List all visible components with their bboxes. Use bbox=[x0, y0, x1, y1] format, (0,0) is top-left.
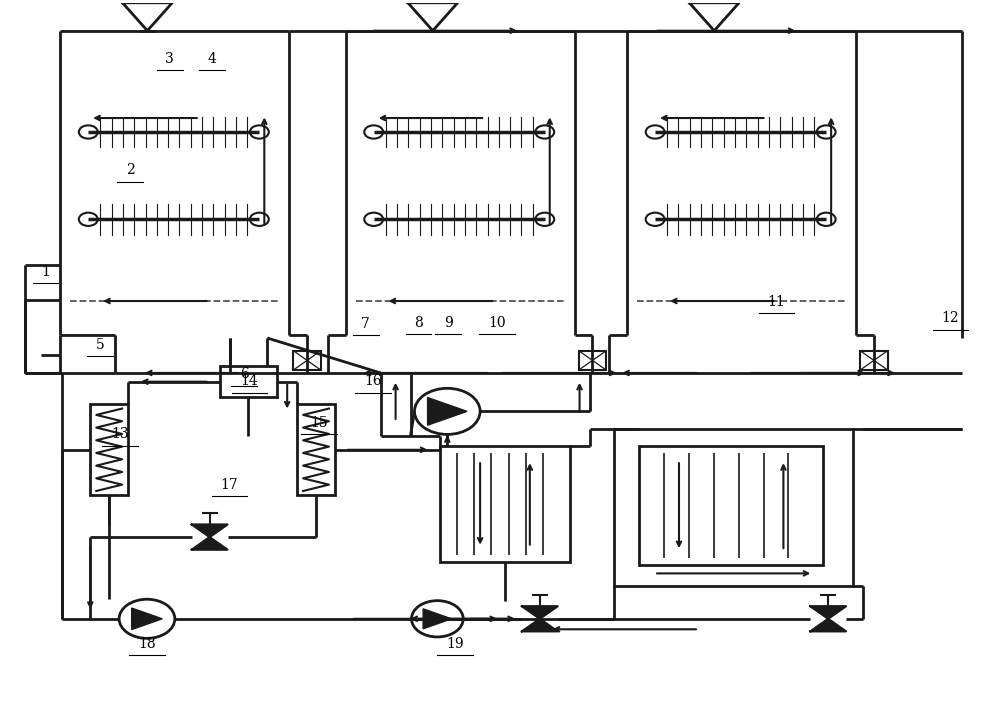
Text: 5: 5 bbox=[96, 338, 105, 352]
Text: 4: 4 bbox=[207, 51, 216, 65]
Text: 11: 11 bbox=[768, 295, 785, 309]
Text: 17: 17 bbox=[221, 478, 238, 491]
Circle shape bbox=[646, 125, 665, 139]
Text: 6: 6 bbox=[240, 367, 249, 382]
Circle shape bbox=[119, 599, 175, 639]
Circle shape bbox=[250, 213, 269, 226]
Circle shape bbox=[79, 125, 98, 139]
Text: 3: 3 bbox=[165, 51, 174, 65]
Circle shape bbox=[817, 125, 836, 139]
Circle shape bbox=[79, 213, 98, 226]
Bar bbox=[440, 446, 570, 562]
Bar bbox=[614, 429, 853, 586]
Text: 13: 13 bbox=[111, 427, 129, 441]
Circle shape bbox=[535, 125, 554, 139]
Circle shape bbox=[817, 213, 836, 226]
Text: 16: 16 bbox=[364, 375, 382, 389]
Text: 1: 1 bbox=[41, 265, 50, 279]
Polygon shape bbox=[810, 606, 846, 619]
Bar bbox=[860, 351, 888, 370]
Circle shape bbox=[414, 389, 480, 434]
Bar bbox=[579, 351, 606, 370]
Bar bbox=[639, 446, 823, 565]
Bar bbox=[220, 366, 277, 397]
Bar bbox=[297, 404, 335, 495]
Text: 2: 2 bbox=[126, 163, 134, 177]
Text: 12: 12 bbox=[942, 311, 959, 325]
Polygon shape bbox=[132, 608, 162, 629]
Circle shape bbox=[250, 125, 269, 139]
Text: 15: 15 bbox=[310, 416, 328, 430]
Polygon shape bbox=[192, 537, 228, 550]
Text: 10: 10 bbox=[488, 315, 506, 329]
Polygon shape bbox=[810, 619, 846, 631]
Text: 9: 9 bbox=[444, 315, 453, 329]
Circle shape bbox=[646, 213, 665, 226]
Polygon shape bbox=[522, 606, 558, 619]
Text: 18: 18 bbox=[138, 637, 156, 651]
Text: 7: 7 bbox=[361, 317, 370, 331]
Circle shape bbox=[364, 213, 383, 226]
Text: 14: 14 bbox=[241, 375, 258, 389]
Bar bbox=[90, 404, 128, 495]
Circle shape bbox=[411, 601, 463, 637]
Polygon shape bbox=[428, 398, 467, 425]
Text: 8: 8 bbox=[414, 315, 423, 329]
Text: 19: 19 bbox=[446, 637, 464, 651]
Polygon shape bbox=[522, 619, 558, 631]
Polygon shape bbox=[192, 524, 228, 537]
Bar bbox=[293, 351, 321, 370]
Circle shape bbox=[364, 125, 383, 139]
Circle shape bbox=[535, 213, 554, 226]
Polygon shape bbox=[423, 609, 452, 629]
